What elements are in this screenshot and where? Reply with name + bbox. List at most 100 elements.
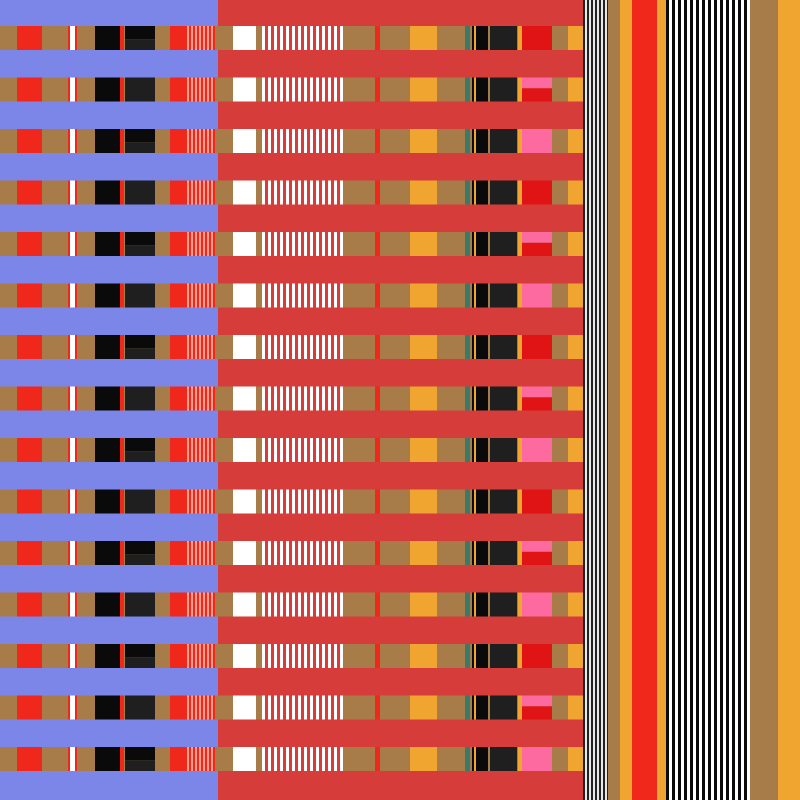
fine-stripe: [193, 489, 195, 514]
fine-stripe: [205, 489, 207, 514]
block: [68, 232, 70, 256]
fine-stripe: [286, 26, 289, 50]
block: [568, 644, 583, 668]
fine-stripe: [201, 26, 203, 50]
block: [95, 747, 120, 771]
block: [568, 26, 583, 50]
fine-stripe: [322, 695, 325, 720]
fine-stripe: [268, 592, 271, 617]
fine-stripe: [289, 129, 292, 153]
fine-stripe: [207, 386, 209, 411]
fine-stripe: [301, 77, 304, 102]
fine-stripe: [203, 438, 205, 462]
fine-stripe: [295, 77, 298, 102]
fine-stripe: [203, 283, 205, 308]
fine-stripe: [187, 541, 189, 565]
block: [410, 386, 437, 411]
fine-stripe: [201, 283, 203, 308]
fine-stripe: [197, 283, 199, 308]
fine-stripe: [201, 386, 203, 411]
block: [95, 592, 120, 617]
fine-stripe: [289, 747, 292, 771]
fine-stripe: [666, 0, 669, 800]
fine-stripe: [292, 77, 295, 102]
fine-stripe: [195, 541, 197, 565]
block: [125, 142, 155, 153]
fine-stripe: [331, 180, 334, 205]
block: [465, 129, 470, 153]
fine-stripe: [301, 438, 304, 462]
fine-stripe: [316, 695, 319, 720]
block: [125, 77, 155, 102]
fine-stripe: [277, 592, 280, 617]
fine-stripe: [340, 489, 343, 514]
fine-stripe: [268, 335, 271, 359]
fine-stripe: [307, 644, 310, 668]
fine-stripe: [189, 26, 191, 50]
fine-stripe: [331, 283, 334, 308]
fine-stripe: [720, 0, 723, 800]
block: [465, 283, 470, 308]
fine-stripe: [325, 747, 328, 771]
fine-stripe: [307, 232, 310, 256]
block: [518, 129, 522, 153]
fine-stripe: [205, 747, 207, 771]
block: [120, 283, 124, 308]
fine-stripe: [262, 695, 265, 720]
fine-stripe: [337, 541, 340, 565]
fine-stripe: [337, 644, 340, 668]
fine-stripe: [187, 129, 189, 153]
fine-stripe: [597, 0, 599, 800]
fine-stripe: [277, 438, 280, 462]
fine-stripe: [322, 77, 325, 102]
fine-stripe: [340, 644, 343, 668]
fine-stripe: [265, 541, 268, 565]
fine-stripe: [310, 129, 313, 153]
block: [375, 747, 380, 771]
block: [70, 26, 75, 50]
fine-stripe: [328, 438, 331, 462]
block: [375, 386, 380, 411]
fine-stripe: [191, 644, 193, 668]
block: [522, 180, 552, 205]
block: [233, 541, 256, 565]
block: [410, 644, 437, 668]
column: [778, 0, 800, 800]
fine-stripe: [274, 77, 277, 102]
block: [125, 695, 155, 720]
fine-stripe: [262, 335, 265, 359]
fine-stripe: [189, 747, 191, 771]
block: [17, 592, 42, 617]
fine-stripe: [699, 0, 702, 800]
fine-stripe: [274, 438, 277, 462]
fine-stripe: [197, 747, 199, 771]
block: [233, 644, 256, 668]
fine-stripe: [304, 180, 307, 205]
block: [68, 489, 70, 514]
fine-stripe: [205, 283, 207, 308]
block: [120, 541, 124, 565]
block: [410, 438, 437, 462]
column: [632, 0, 657, 800]
fine-stripe: [268, 129, 271, 153]
block: [17, 180, 42, 205]
block: [125, 245, 155, 256]
block: [522, 386, 552, 398]
fine-stripe: [277, 489, 280, 514]
fine-stripe: [289, 489, 292, 514]
fine-stripe: [262, 180, 265, 205]
fine-stripe: [207, 438, 209, 462]
fine-stripe: [189, 644, 191, 668]
block: [375, 438, 380, 462]
fine-stripe: [209, 592, 211, 617]
fine-stripe: [307, 695, 310, 720]
fine-stripe: [319, 747, 322, 771]
fine-stripe: [268, 747, 271, 771]
fine-stripe: [307, 26, 310, 50]
fine-stripe: [340, 129, 343, 153]
block: [375, 644, 380, 668]
fine-stripe: [714, 0, 717, 800]
fine-stripe: [295, 438, 298, 462]
block: [70, 747, 75, 771]
fine-stripe: [334, 747, 337, 771]
